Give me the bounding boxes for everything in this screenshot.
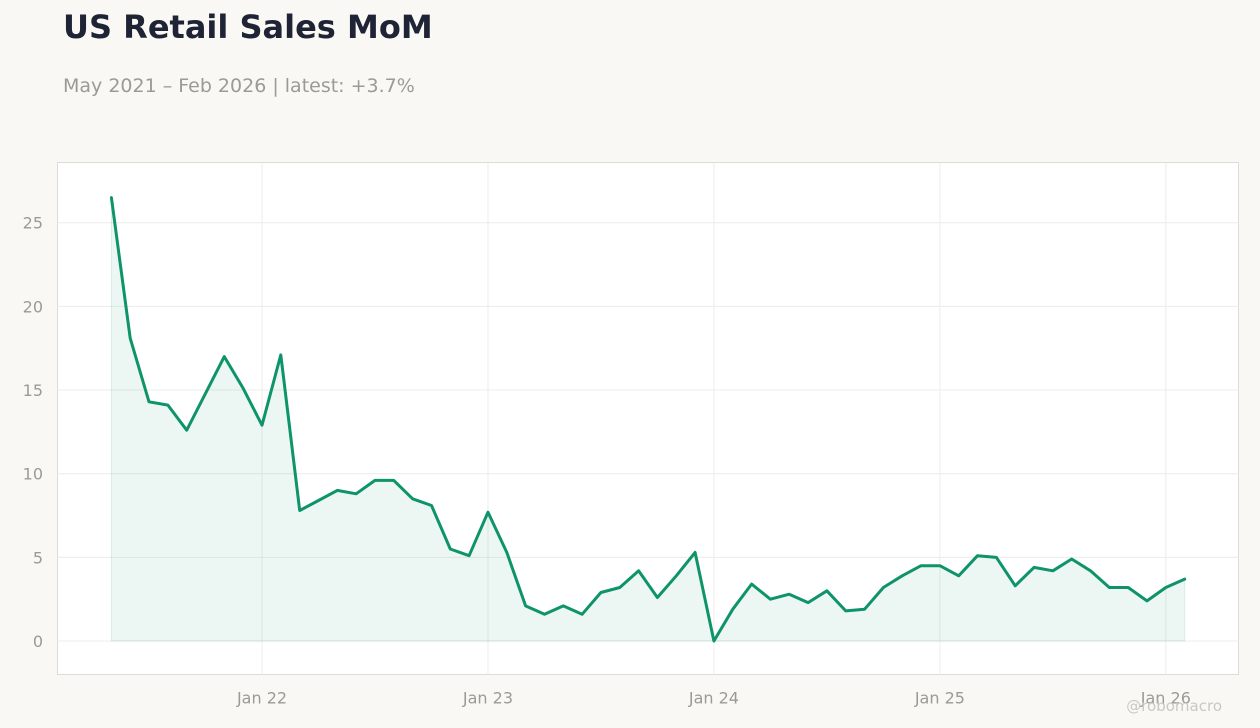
data-point [807,601,810,604]
data-point [731,608,734,611]
data-point [392,479,395,482]
data-point [1108,586,1111,589]
x-axis: Jan 22 Jan 23 Jan 24 Jan 25 Jan 26 [236,689,1191,708]
data-point [675,574,678,577]
data-point [411,497,414,500]
data-point [938,564,941,567]
data-point [863,608,866,611]
data-point [957,574,960,577]
plot-area [57,162,1239,675]
data-point [166,404,169,407]
data-point [242,387,245,390]
data-point [1164,586,1167,589]
data-point [524,604,527,607]
data-point [976,554,979,557]
data-point [298,509,301,512]
y-tick-label: 20 [23,297,43,316]
data-point [712,640,715,643]
data-point [468,554,471,557]
y-tick-label: 15 [23,381,43,400]
data-point [1033,566,1036,569]
data-point [430,504,433,507]
data-point [920,564,923,567]
data-point [317,499,320,502]
data-point [261,424,264,427]
data-point [562,604,565,607]
x-tick-label: Jan 23 [462,689,513,708]
data-point [1070,558,1073,561]
data-point [355,492,358,495]
data-point [1051,569,1054,572]
data-point [1014,584,1017,587]
data-point [581,613,584,616]
data-point [995,556,998,559]
data-point [449,548,452,551]
data-point [1127,586,1130,589]
data-point [844,609,847,612]
data-point [769,598,772,601]
data-point [185,429,188,432]
chart-subtitle: May 2021 – Feb 2026 | latest: +3.7% [63,75,415,97]
line-layer [109,196,1187,643]
data-point [279,353,282,356]
chart-title: US Retail Sales MoM [63,8,433,46]
data-point [374,479,377,482]
y-tick-label: 25 [23,214,43,233]
data-point [204,392,207,395]
x-tick-label: Jan 22 [236,689,287,708]
data-point [1183,578,1186,581]
data-point [1089,569,1092,572]
data-point [148,400,151,403]
x-tick-label: Jan 26 [1140,689,1191,708]
y-axis: 0 5 10 15 20 25 [23,214,43,651]
watermark: @robomacro [1126,697,1222,715]
x-tick-label: Jan 24 [688,689,739,708]
y-tick-label: 0 [33,632,43,651]
data-point [1146,599,1149,602]
y-tick-label: 5 [33,548,43,567]
data-point [543,613,546,616]
data-point [637,569,640,572]
data-point [336,489,339,492]
data-point [129,337,132,340]
data-point [505,551,508,554]
data-point [223,355,226,358]
data-point [618,586,621,589]
data-point [882,586,885,589]
data-point [599,591,602,594]
data-point [901,574,904,577]
y-tick-label: 10 [23,465,43,484]
data-point [110,196,113,199]
data-point [656,596,659,599]
data-point [788,593,791,596]
data-point [694,551,697,554]
x-tick-label: Jan 25 [914,689,965,708]
series-line [109,196,1187,643]
data-point [825,589,828,592]
data-point [750,583,753,586]
grid-lines [57,162,1239,675]
data-point [487,511,490,514]
